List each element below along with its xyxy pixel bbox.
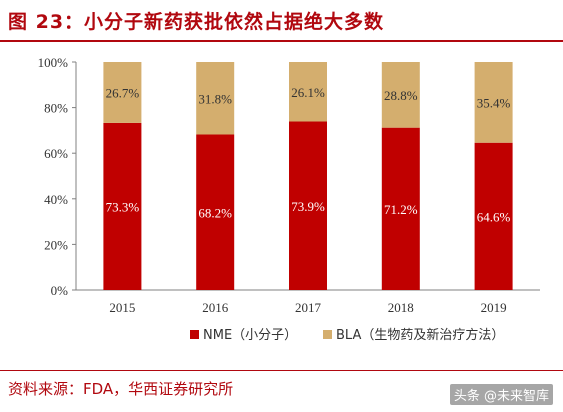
data-label-nme: 68.2% bbox=[198, 205, 232, 220]
data-label-nme: 64.6% bbox=[477, 209, 511, 224]
data-label-nme: 73.9% bbox=[291, 199, 325, 214]
bar-nme-2017 bbox=[289, 121, 327, 291]
x-tick-label: 2019 bbox=[481, 300, 507, 315]
bar-bla-2017 bbox=[289, 62, 327, 122]
data-label-bla: 26.7% bbox=[106, 85, 140, 100]
data-label-nme: 73.3% bbox=[106, 199, 140, 214]
y-tick-label: 40% bbox=[44, 192, 68, 207]
x-tick-label: 2018 bbox=[388, 300, 414, 315]
bar-bla-2016 bbox=[196, 62, 235, 135]
legend-swatch bbox=[323, 330, 332, 339]
footer-divider bbox=[0, 370, 563, 371]
x-tick-label: 2015 bbox=[109, 300, 135, 315]
data-label-bla: 26.1% bbox=[291, 85, 325, 100]
bar-nme-2019 bbox=[474, 142, 513, 290]
bar-bla-2019 bbox=[474, 62, 513, 143]
bar-bla-2015 bbox=[103, 62, 142, 123]
stacked-bar-chart: 0% 20% 40% 60% 80% 100% 73.3% 26.7% 2015 68.2% 31.… bbox=[38, 55, 540, 343]
chart-title: 图 23：小分子新药获批依然占据绝大多数 bbox=[8, 11, 385, 33]
y-tick-label: 80% bbox=[44, 101, 68, 116]
bar-nme-2015 bbox=[103, 122, 142, 290]
bar-nme-2016 bbox=[196, 134, 235, 290]
title-divider bbox=[0, 40, 563, 42]
y-tick-label: 100% bbox=[38, 55, 69, 70]
legend-label: NME（小分子） bbox=[203, 328, 297, 343]
watermark: 头条 @未来智库 bbox=[449, 384, 553, 405]
x-tick-label: 2017 bbox=[295, 300, 322, 315]
source-note: 资料来源：FDA，华西证券研究所 bbox=[8, 380, 234, 398]
legend-label: BLA（生物药及新治疗方法） bbox=[336, 327, 504, 343]
y-tick-label: 0% bbox=[51, 283, 69, 298]
data-label-bla: 35.4% bbox=[477, 95, 511, 110]
title-bar: 图 23：小分子新药获批依然占据绝大多数 bbox=[0, 0, 563, 40]
y-tick-label: 60% bbox=[44, 146, 68, 161]
data-label-nme: 71.2% bbox=[384, 202, 418, 217]
x-tick-label: 2016 bbox=[202, 300, 229, 315]
bar-nme-2018 bbox=[381, 127, 420, 290]
y-tick-label: 20% bbox=[44, 237, 68, 252]
legend-swatch bbox=[190, 330, 199, 339]
data-label-bla: 31.8% bbox=[198, 91, 232, 106]
data-label-bla: 28.8% bbox=[384, 88, 418, 103]
bar-bla-2018 bbox=[381, 62, 420, 128]
